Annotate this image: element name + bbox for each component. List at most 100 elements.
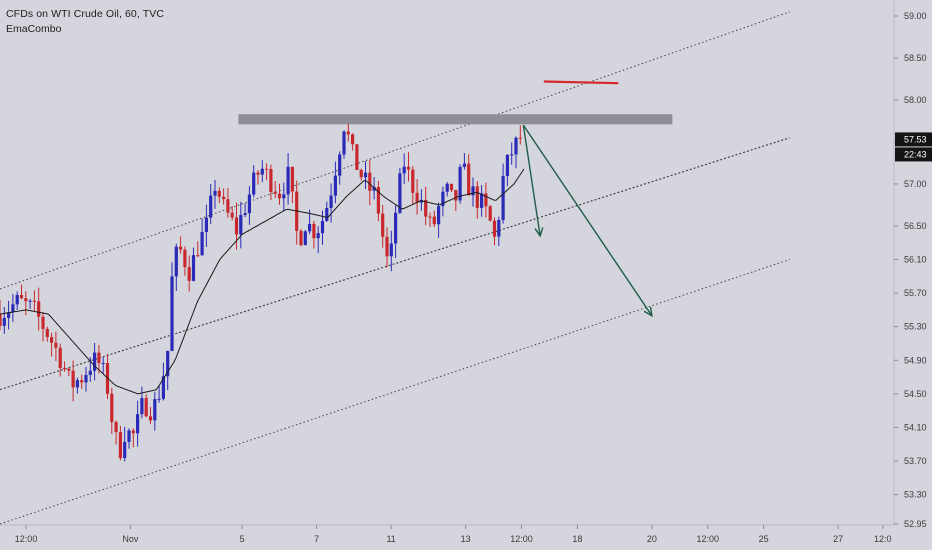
resistance-zone-rect[interactable] xyxy=(238,114,673,125)
candle-body xyxy=(441,191,445,207)
candle-body xyxy=(497,220,501,237)
candle-body xyxy=(93,352,97,371)
candle-body xyxy=(191,255,196,281)
candle xyxy=(7,300,11,330)
candle-body xyxy=(19,295,24,299)
trend-channel[interactable] xyxy=(0,11,790,525)
price-tick-label: 54.50 xyxy=(904,389,927,399)
channel-line-lower[interactable] xyxy=(0,259,790,525)
arrow-shaft-1[interactable] xyxy=(522,125,541,237)
candle xyxy=(510,142,514,165)
candle xyxy=(209,184,213,225)
candle xyxy=(342,130,346,159)
candle-body xyxy=(492,220,497,237)
candle xyxy=(514,136,518,169)
candle-body xyxy=(200,231,204,256)
candle-body xyxy=(41,316,45,329)
price-tick-label: 58.00 xyxy=(904,95,927,105)
candle-body xyxy=(312,223,316,239)
candle xyxy=(381,205,385,248)
candle-body xyxy=(385,236,389,257)
candle xyxy=(454,189,458,211)
candle xyxy=(37,287,41,331)
candle xyxy=(256,170,260,185)
candle xyxy=(252,165,256,198)
candle-body xyxy=(518,137,522,139)
last-price-label: 57.53 xyxy=(904,134,927,144)
candle xyxy=(54,331,58,362)
candle xyxy=(480,185,484,217)
candle xyxy=(432,210,436,228)
candle-body xyxy=(501,175,505,221)
time-tick-label: 12:00 xyxy=(510,534,533,544)
candle-body xyxy=(11,304,15,313)
candle xyxy=(118,425,122,461)
channel-line-middle[interactable] xyxy=(0,137,790,391)
countdown-badge xyxy=(895,147,932,162)
candle xyxy=(363,160,368,189)
candle-body xyxy=(394,212,398,244)
candle-body xyxy=(320,220,325,234)
candle xyxy=(123,426,127,462)
candle-body xyxy=(0,314,2,326)
time-tick-label: 20 xyxy=(647,534,657,544)
time-tick-label: 12:00 xyxy=(696,534,719,544)
candle-body xyxy=(204,217,208,232)
arrow-shaft-2[interactable] xyxy=(522,124,653,317)
candle-body xyxy=(118,432,122,459)
candle xyxy=(93,342,97,381)
price-axis[interactable]: 59.0058.5058.0057.5057.0056.5056.1055.70… xyxy=(893,0,932,550)
candle-body xyxy=(222,196,226,200)
candle-body xyxy=(269,169,273,193)
last-price-badge xyxy=(895,132,932,147)
candle-body xyxy=(234,217,239,235)
candle xyxy=(84,366,88,392)
price-tick-label: 56.10 xyxy=(904,255,927,265)
candle xyxy=(269,164,273,201)
indicator-label[interactable]: EmaCombo xyxy=(6,23,62,35)
candle xyxy=(131,428,135,448)
candle-body xyxy=(209,195,213,218)
resistance-zone[interactable] xyxy=(238,114,673,125)
candle-body xyxy=(187,267,191,281)
projection-arrows[interactable] xyxy=(522,124,653,318)
ema-path xyxy=(0,168,525,395)
candle xyxy=(0,300,2,331)
candle xyxy=(2,306,6,334)
price-tick-label: 56.50 xyxy=(904,221,927,231)
candle-body xyxy=(166,350,170,377)
candle xyxy=(110,387,114,435)
candle-body xyxy=(2,317,6,326)
candle xyxy=(419,189,423,211)
time-axis[interactable]: 12:00 Nov 5 7 11 13 12:00 18 20 12:00 25 27 12:0 xyxy=(0,524,894,550)
candle xyxy=(265,163,269,181)
candle xyxy=(484,182,488,218)
candle-body xyxy=(308,223,312,232)
channel-line-upper[interactable] xyxy=(0,11,790,290)
target-line[interactable] xyxy=(543,80,619,85)
price-axis-bg xyxy=(894,0,932,550)
target-marker[interactable] xyxy=(543,80,619,85)
chart-title[interactable]: CFDs on WTI Crude Oil, 60, TVC xyxy=(6,8,165,20)
candle-body xyxy=(260,168,264,175)
candle-body xyxy=(454,190,458,201)
time-axis-bg xyxy=(0,525,894,550)
time-tick-label: Nov xyxy=(122,534,139,544)
candle-body xyxy=(28,300,32,302)
candle-body xyxy=(196,255,200,257)
candle-body xyxy=(338,154,342,176)
candle xyxy=(338,151,342,185)
candle-body xyxy=(140,398,144,415)
candle-body xyxy=(277,193,282,199)
candle-body xyxy=(286,166,290,195)
candle-body xyxy=(290,166,294,192)
candle xyxy=(398,167,402,215)
candle-body xyxy=(363,172,368,178)
candle-body xyxy=(239,214,243,235)
candle xyxy=(24,291,28,316)
candle-body xyxy=(402,166,406,174)
candle xyxy=(226,188,230,218)
candle-body xyxy=(346,131,350,135)
candle-body xyxy=(217,190,221,197)
